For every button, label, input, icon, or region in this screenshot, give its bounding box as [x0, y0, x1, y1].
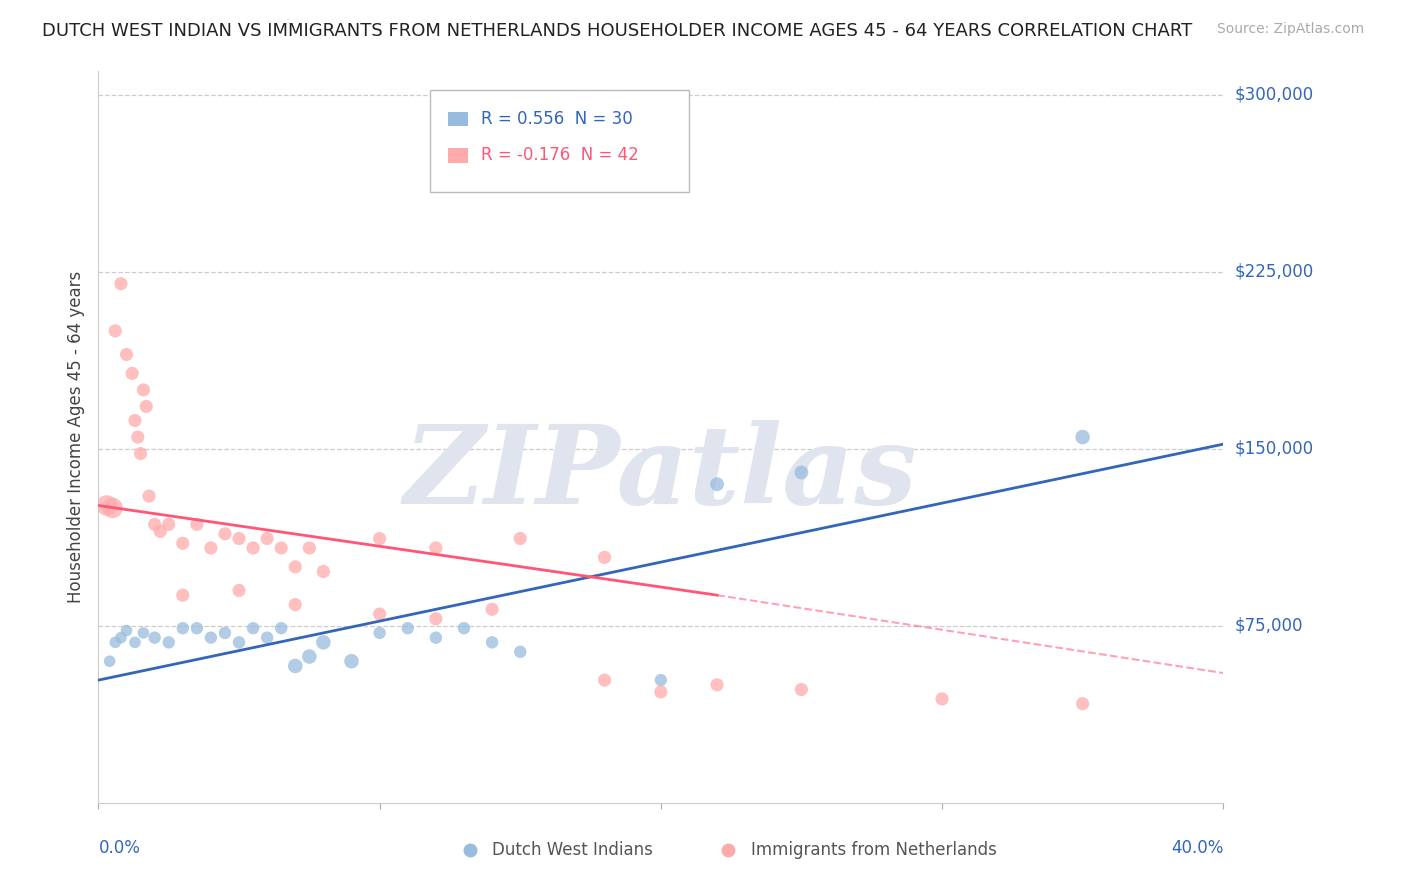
- Point: [124, 413, 146, 427]
- Point: [101, 500, 124, 515]
- Point: [129, 447, 152, 461]
- Text: Source: ZipAtlas.com: Source: ZipAtlas.com: [1216, 22, 1364, 37]
- Point: [706, 477, 728, 491]
- Point: [509, 532, 531, 546]
- Point: [121, 367, 143, 381]
- Point: [186, 621, 208, 635]
- Point: [256, 631, 278, 645]
- Point: [425, 612, 447, 626]
- Text: 40.0%: 40.0%: [1171, 839, 1223, 857]
- Point: [115, 624, 138, 638]
- Point: [368, 626, 391, 640]
- FancyBboxPatch shape: [449, 148, 468, 163]
- Point: [1071, 697, 1094, 711]
- Text: R = 0.556  N = 30: R = 0.556 N = 30: [481, 110, 633, 128]
- FancyBboxPatch shape: [430, 90, 689, 192]
- Point: [214, 626, 236, 640]
- Text: Dutch West Indians: Dutch West Indians: [492, 841, 652, 859]
- Text: R = -0.176  N = 42: R = -0.176 N = 42: [481, 146, 638, 164]
- Point: [200, 541, 222, 555]
- Point: [132, 383, 155, 397]
- Point: [228, 583, 250, 598]
- Text: $75,000: $75,000: [1234, 617, 1303, 635]
- Point: [143, 631, 166, 645]
- Point: [256, 532, 278, 546]
- Text: 0.0%: 0.0%: [98, 839, 141, 857]
- Point: [312, 565, 335, 579]
- Point: [650, 673, 672, 687]
- Point: [284, 559, 307, 574]
- Point: [96, 499, 118, 513]
- Point: [481, 635, 503, 649]
- Point: [186, 517, 208, 532]
- Point: [104, 635, 127, 649]
- Point: [340, 654, 363, 668]
- Point: [214, 526, 236, 541]
- FancyBboxPatch shape: [449, 112, 468, 127]
- Point: [98, 654, 121, 668]
- Point: [200, 631, 222, 645]
- Point: [298, 649, 321, 664]
- Point: [172, 621, 194, 635]
- Point: [593, 550, 616, 565]
- Point: [110, 631, 132, 645]
- Point: [790, 466, 813, 480]
- Point: [132, 626, 155, 640]
- Point: [228, 635, 250, 649]
- Point: [790, 682, 813, 697]
- Point: [242, 621, 264, 635]
- Point: [481, 602, 503, 616]
- Point: [509, 645, 531, 659]
- Y-axis label: Householder Income Ages 45 - 64 years: Householder Income Ages 45 - 64 years: [67, 271, 86, 603]
- Text: Immigrants from Netherlands: Immigrants from Netherlands: [751, 841, 997, 859]
- Point: [298, 541, 321, 555]
- Point: [453, 621, 475, 635]
- Point: [115, 347, 138, 361]
- Point: [1071, 430, 1094, 444]
- Point: [127, 430, 149, 444]
- Point: [368, 607, 391, 621]
- Point: [172, 536, 194, 550]
- Point: [157, 517, 180, 532]
- Point: [135, 400, 157, 414]
- Point: [368, 532, 391, 546]
- Point: [312, 635, 335, 649]
- Point: [104, 324, 127, 338]
- Point: [242, 541, 264, 555]
- Point: [396, 621, 419, 635]
- Point: [706, 678, 728, 692]
- Point: [124, 635, 146, 649]
- Point: [172, 588, 194, 602]
- Point: [284, 598, 307, 612]
- Text: DUTCH WEST INDIAN VS IMMIGRANTS FROM NETHERLANDS HOUSEHOLDER INCOME AGES 45 - 64: DUTCH WEST INDIAN VS IMMIGRANTS FROM NET…: [42, 22, 1192, 40]
- Point: [149, 524, 172, 539]
- Point: [650, 685, 672, 699]
- Point: [425, 541, 447, 555]
- Point: [931, 692, 953, 706]
- Text: ZIPatlas: ZIPatlas: [404, 420, 918, 527]
- Point: [270, 621, 292, 635]
- Point: [284, 659, 307, 673]
- Text: $300,000: $300,000: [1234, 86, 1313, 104]
- Text: $225,000: $225,000: [1234, 263, 1313, 281]
- Point: [425, 631, 447, 645]
- Point: [143, 517, 166, 532]
- Point: [157, 635, 180, 649]
- Point: [593, 673, 616, 687]
- Point: [110, 277, 132, 291]
- Point: [228, 532, 250, 546]
- Point: [138, 489, 160, 503]
- Point: [270, 541, 292, 555]
- Text: $150,000: $150,000: [1234, 440, 1313, 458]
